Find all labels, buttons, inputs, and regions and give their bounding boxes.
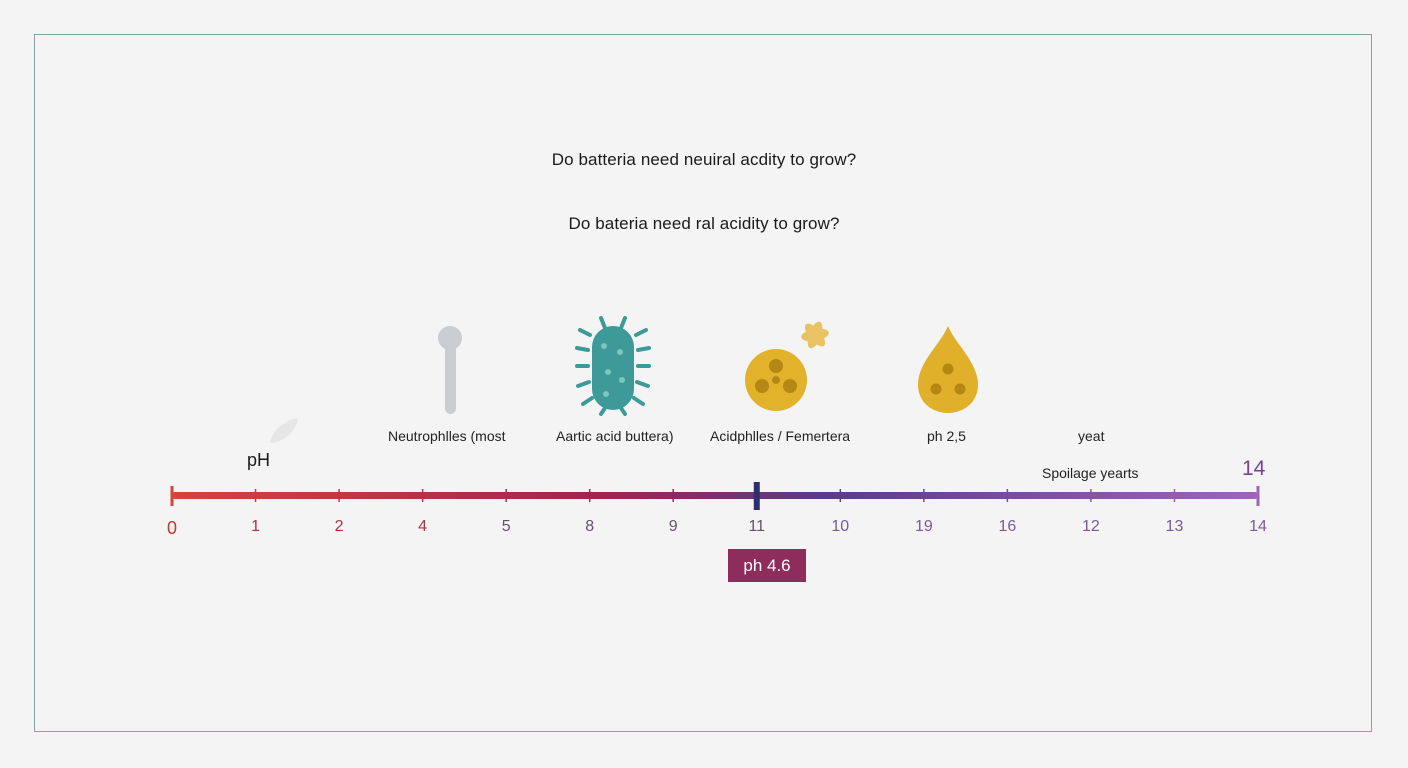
ph-tick-label: 0 xyxy=(166,518,177,538)
ph-tick-label: 10 xyxy=(831,518,850,535)
question-primary: Do batteria need neuiral acdity to grow? xyxy=(551,150,857,169)
ph-tick-label: 9 xyxy=(668,518,678,535)
organism-label-neutrophiles: Neutrophlles (most xyxy=(388,428,506,444)
organism-label-yeast: yeat xyxy=(1078,428,1105,444)
ph-scale-bar xyxy=(172,492,1258,499)
ph-tick-label: 16 xyxy=(998,518,1017,535)
ph-tick-label: 2 xyxy=(334,518,344,535)
ph-tick-label: 1 xyxy=(251,518,260,535)
yeast-drop-icon xyxy=(918,326,978,413)
organism-label-acidophiles: Acidphlles / Femertera xyxy=(710,428,851,444)
ph-tick-label: 12 xyxy=(1082,518,1100,535)
ph-marker-line xyxy=(753,482,760,510)
scale-end-label: 14 xyxy=(1242,457,1266,480)
leaf-icon xyxy=(270,418,298,443)
organism-label-acetic-acid-bacteria: Aartic acid buttera) xyxy=(556,428,674,444)
ph-tick-label: 5 xyxy=(501,518,511,535)
diagram-frame xyxy=(34,34,1372,732)
question-secondary: Do bateria need ral acidity to grow? xyxy=(568,214,840,233)
ph-tick-label: 14 xyxy=(1249,518,1267,535)
ph-tick-label: 8 xyxy=(585,518,595,535)
rod-bacterium-icon xyxy=(438,326,462,414)
spoilage-yeasts-label: Spoilage yearts xyxy=(1042,465,1139,481)
organism-label-ph-2-5: ph 2,5 xyxy=(927,428,966,444)
ph-tick-label: 13 xyxy=(1165,518,1184,535)
ph-tick-label: 11 xyxy=(748,518,766,535)
coccus-cluster-icon xyxy=(745,349,807,411)
ph-axis-label: pH xyxy=(247,450,271,470)
ph-marker-badge: ph 4.6 xyxy=(728,549,806,582)
star-particle-icon xyxy=(801,321,829,349)
flagellated-bacterium-icon xyxy=(575,316,651,416)
flagellated-bacterium-body xyxy=(592,326,634,410)
ph-tick-label: 19 xyxy=(914,518,933,535)
ph-tick-label: 4 xyxy=(418,518,428,535)
